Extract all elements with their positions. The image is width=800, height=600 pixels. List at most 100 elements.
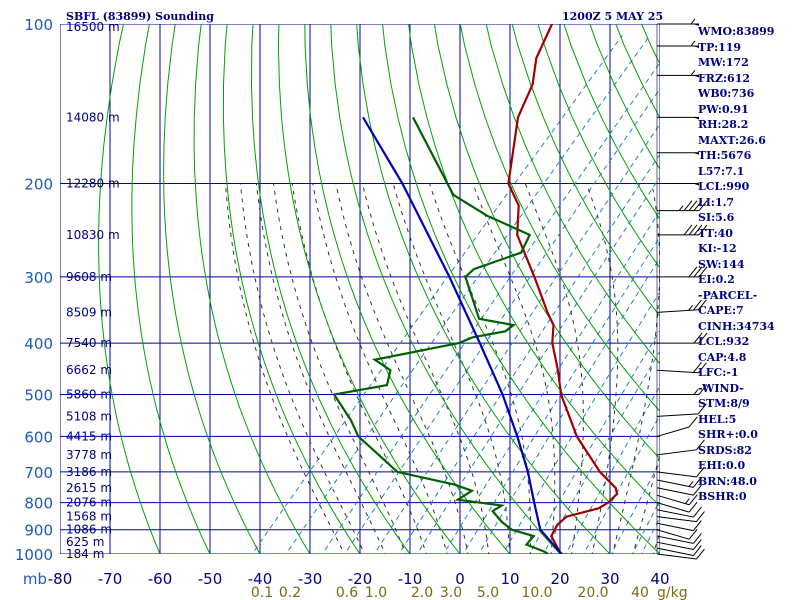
height-label: 9608 m xyxy=(66,270,112,284)
moist-adiabat xyxy=(240,183,366,554)
wind-barb-half-flag xyxy=(690,18,696,25)
wind-barb-flag xyxy=(688,501,698,513)
wind-barb-staff xyxy=(656,426,690,437)
wind-barb-flag xyxy=(693,332,703,344)
index-item: SI:5.6 xyxy=(698,211,735,224)
height-label: 1086 m xyxy=(66,523,112,537)
wind-barb-flag xyxy=(692,539,702,550)
wind-barb-flag xyxy=(688,528,698,540)
index-item: -PARCEL- xyxy=(698,288,758,302)
mixing-ratio-line xyxy=(398,153,660,554)
wind-barb-staff xyxy=(656,516,697,523)
wind-barb-staff xyxy=(656,509,694,518)
wind-barb-flag xyxy=(692,506,702,518)
dry-adiabat xyxy=(511,24,660,318)
pressure-tick-label: 700 xyxy=(24,464,53,482)
pressure-tick-label: 900 xyxy=(24,522,53,540)
temperature-tick-label: 30 xyxy=(600,570,619,588)
wind-barb-half-flag xyxy=(688,305,693,311)
height-label: 625 m xyxy=(66,535,104,549)
dry-adiabat xyxy=(537,24,660,269)
moist-adiabat xyxy=(472,183,556,554)
wind-barb-staff xyxy=(656,522,694,532)
wind-barb-staff xyxy=(656,471,697,478)
pressure-axis-label: mb xyxy=(23,570,47,588)
wind-barb-flag xyxy=(692,545,702,556)
mixing-ratio-tick-label: 10.0 xyxy=(521,585,552,600)
temperature-tick-label: 20 xyxy=(550,570,569,588)
index-item: STM:8/9 xyxy=(698,397,750,410)
mixing-ratio-line xyxy=(285,34,651,554)
pressure-tick-label: 300 xyxy=(24,269,53,287)
temperature-tick-label: -10 xyxy=(398,570,423,588)
temperature-tick-label: 10 xyxy=(500,570,519,588)
mixing-ratio-tick-label: 1.0 xyxy=(365,585,387,600)
mixing-ratio-line xyxy=(565,385,660,554)
wind-barb-staff xyxy=(656,413,699,417)
pressure-tick-label: 500 xyxy=(24,386,53,404)
dry-adiabat xyxy=(222,24,361,554)
index-item: EHI:0.0 xyxy=(698,459,746,472)
moist-adiabat xyxy=(612,183,660,554)
height-label: 184 m xyxy=(66,547,104,561)
index-item: SW:144 xyxy=(698,257,745,271)
temperature-tick-label: -20 xyxy=(348,570,373,588)
height-label: 5108 m xyxy=(66,409,112,423)
index-item: LI:1.7 xyxy=(698,195,735,209)
height-label: 4415 m xyxy=(66,429,112,443)
parcel-profile xyxy=(362,116,564,554)
height-label: 1568 m xyxy=(66,510,112,524)
dry-adiabat xyxy=(250,24,411,554)
height-label: 7540 m xyxy=(66,336,112,350)
mixing-ratio-lines xyxy=(251,34,660,554)
dry-adiabat xyxy=(131,24,211,554)
index-item: CAPE:7 xyxy=(698,304,744,317)
wind-barb-flag xyxy=(696,548,705,560)
wind-barb-half-flag xyxy=(690,70,696,76)
mixing-ratio-line xyxy=(373,123,660,554)
index-item: -WIND- xyxy=(698,381,744,395)
wind-barb-staff xyxy=(656,449,697,456)
wind-barb-staff xyxy=(656,553,697,560)
mixing-ratio-line xyxy=(416,176,660,554)
index-item: MAXT:26.6 xyxy=(698,133,766,147)
wind-barb-pennant xyxy=(693,45,699,48)
height-label: 3186 m xyxy=(66,465,112,479)
wind-barbs xyxy=(656,18,708,560)
moist-adiabat xyxy=(392,183,511,554)
index-item: TH:5676 xyxy=(698,149,752,162)
index-item: PW:0.91 xyxy=(698,102,749,116)
dry-adiabat xyxy=(304,24,511,554)
temperature-tick-label: 40 xyxy=(650,570,669,588)
dry-adiabat xyxy=(459,24,660,413)
wind-barb-pennant xyxy=(693,152,699,155)
wind-barb-flag xyxy=(698,332,708,344)
wind-barb-flag xyxy=(688,224,698,236)
wind-barb-flag xyxy=(692,484,702,496)
moist-adiabat xyxy=(225,183,345,554)
dry-adiabat xyxy=(330,24,561,554)
index-item: BSHR:0 xyxy=(698,490,747,503)
wind-barb-staff xyxy=(656,547,694,557)
stability-indices-panel: WMO:83899 TP:119 MW:172 FRZ:612 WB0:736 PW:0.… xyxy=(698,24,798,505)
wind-barb-flag xyxy=(688,200,698,211)
index-item: KI:-12 xyxy=(698,242,737,255)
wind-barb-flag xyxy=(697,362,707,374)
dry-adiabat xyxy=(382,24,660,554)
dry-adiabat xyxy=(356,24,611,554)
wind-barb-staff xyxy=(656,479,694,488)
wind-barb-flag xyxy=(698,224,708,236)
wind-barb-flag xyxy=(696,439,705,451)
wind-barb-flag xyxy=(698,266,708,278)
chart-title: SBFL (83899) Sounding xyxy=(66,10,214,23)
dry-adiabat xyxy=(485,24,660,365)
wind-barb-half-flag xyxy=(693,389,699,395)
wind-barb-flag xyxy=(698,200,708,211)
mixing-ratio-tick-label: 3.0 xyxy=(440,585,462,600)
wind-barb-pennant xyxy=(693,24,699,26)
index-item: WB0:736 xyxy=(698,87,755,100)
dry-adiabat xyxy=(98,24,161,554)
moist-adiabat xyxy=(429,183,532,554)
wind-barb-pennant xyxy=(693,183,699,186)
